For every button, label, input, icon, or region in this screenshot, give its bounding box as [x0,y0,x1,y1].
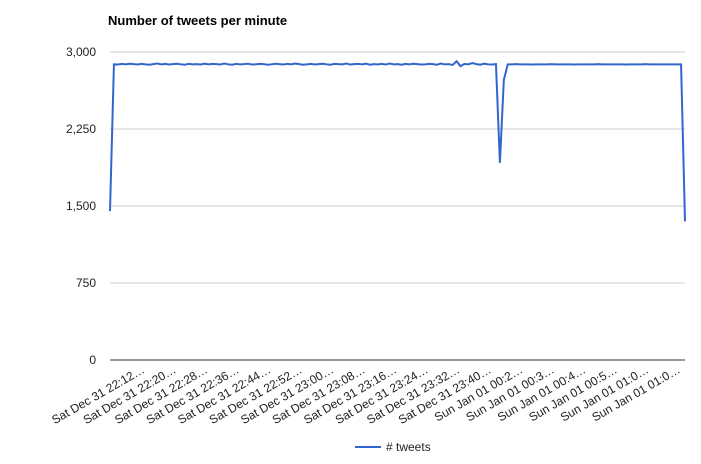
line-series [109,59,686,222]
y-tick-label: 750 [76,276,96,290]
legend-label: # tweets [386,440,431,454]
chart-title: Number of tweets per minute [108,13,287,28]
y-tick-label: 3,000 [66,45,96,59]
y-tick-label: 1,500 [66,199,96,213]
y-tick-label: 2,250 [66,122,96,136]
y-tick-label: 0 [89,353,96,367]
